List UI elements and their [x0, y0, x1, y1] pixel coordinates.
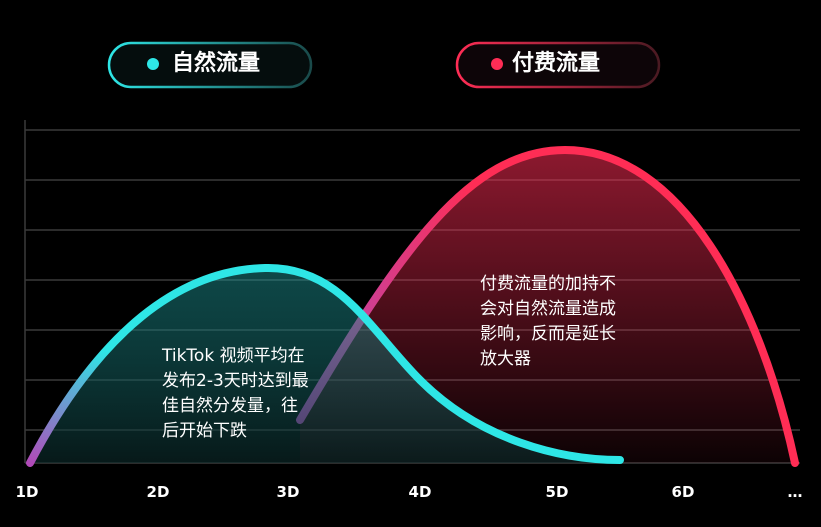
annotation-line: TikTok 视频平均在 — [161, 346, 305, 366]
legend-label: 付费流量 — [512, 50, 600, 76]
organic-curve — [26, 263, 624, 467]
x-label: 1D — [16, 483, 39, 501]
x-label: 5D — [546, 483, 569, 501]
annotation-line: 影响，反而是延长 — [480, 324, 616, 344]
paid-curve — [296, 145, 799, 467]
annotation-line: 放大器 — [480, 349, 531, 369]
legend-dot — [491, 58, 503, 70]
organic-area — [30, 267, 620, 463]
annotation-line: 佳自然分发量，往 — [162, 396, 298, 416]
legend-dot — [147, 58, 159, 70]
x-label: 2D — [147, 483, 170, 501]
legend-label: 自然流量 — [172, 50, 260, 76]
annotation-line: 付费流量的加持不 — [480, 274, 616, 294]
x-label: 6D — [672, 483, 695, 501]
x-label: … — [788, 483, 803, 501]
x-label: 3D — [277, 483, 300, 501]
legend-pill — [107, 41, 313, 89]
legend: 自然流量 付费流量 — [107, 41, 661, 89]
x-label: 4D — [409, 483, 432, 501]
x-axis: 1D 2D 3D 4D 5D 6D … — [16, 483, 803, 501]
annotation-line: 发布2-3天时达到最 — [162, 371, 309, 391]
legend-pill — [455, 41, 661, 89]
annotation-line: 会对自然流量造成 — [480, 299, 616, 319]
annotation-line: 后开始下跌 — [162, 421, 247, 441]
